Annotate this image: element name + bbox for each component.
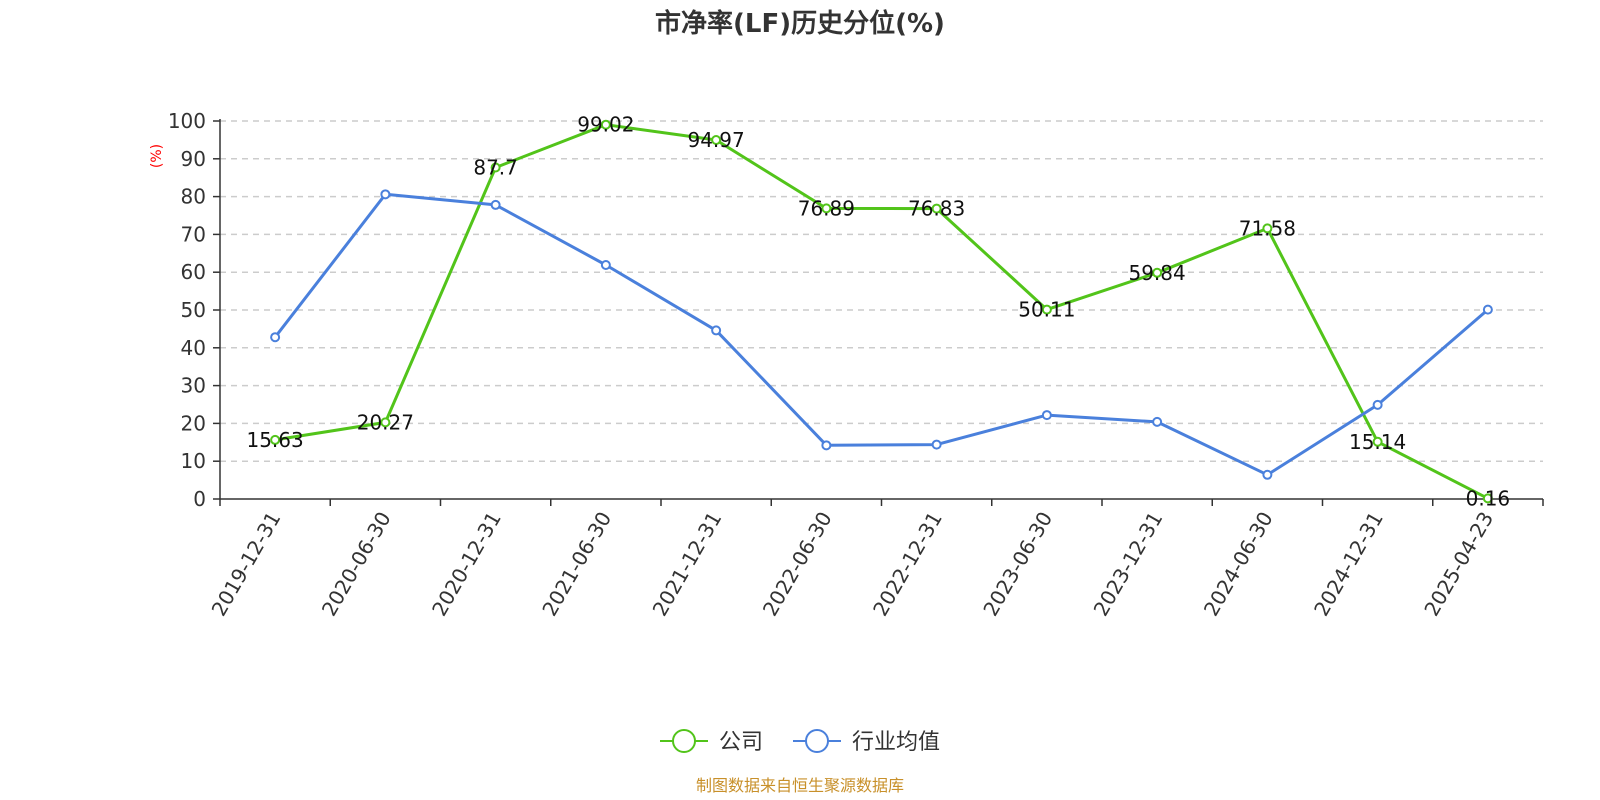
series-line-1 [273, 192, 1489, 477]
data-point [1372, 436, 1383, 447]
data-point [1041, 410, 1052, 421]
data-source-note: 制图数据来自恒生聚源数据库 [696, 776, 904, 795]
legend-marker [672, 729, 696, 753]
data-point [711, 325, 722, 336]
x-tick-label: 2023-06-30 [978, 508, 1057, 621]
data-point [600, 260, 611, 271]
y-tick-label: 40 [181, 336, 206, 360]
y-tick-label: 100 [168, 109, 206, 133]
data-point [1262, 223, 1273, 234]
data-label: 15.63 [246, 428, 303, 452]
series-line-0 [274, 123, 1489, 500]
data-label: 71.58 [1239, 216, 1296, 240]
x-tick-label: 2024-12-31 [1309, 508, 1388, 621]
data-point [711, 135, 722, 146]
data-label: 76.83 [908, 197, 965, 221]
legend-label: 公司 [719, 730, 763, 755]
series-lines [270, 119, 1493, 504]
data-point [821, 440, 832, 451]
data-point [380, 189, 391, 200]
chart-title: 市净率(LF)历史分位(%) [655, 8, 945, 39]
data-point [600, 119, 611, 130]
data-label: 50.11 [1018, 298, 1075, 322]
data-label: 87.7 [473, 155, 518, 179]
data-point [821, 203, 832, 214]
data-label: 20.27 [357, 410, 414, 434]
data-label: 15.14 [1349, 430, 1406, 454]
x-tick-label: 2021-06-30 [537, 508, 616, 621]
x-tick-label: 2025-04-23 [1419, 508, 1498, 621]
data-point [931, 439, 942, 450]
y-tick-label: 70 [181, 222, 206, 246]
data-point [490, 199, 501, 210]
x-tick-label: 2023-12-31 [1089, 508, 1168, 621]
data-point [490, 162, 501, 173]
y-tick-label: 90 [181, 147, 206, 171]
x-tick-label: 2022-06-30 [758, 508, 837, 621]
data-label: 0.16 [1466, 486, 1511, 510]
x-tick-label: 2021-12-31 [648, 508, 727, 621]
data-point [270, 434, 281, 445]
y-tick-label: 60 [181, 260, 206, 284]
legend-marker [805, 729, 829, 753]
y-tick-label: 10 [181, 449, 206, 473]
grid-lines [220, 120, 1543, 462]
data-label: 99.02 [577, 113, 634, 137]
data-point [1041, 304, 1052, 315]
data-label: 76.89 [798, 196, 855, 220]
data-point [270, 332, 281, 343]
data-point [1482, 493, 1493, 504]
data-label: 59.84 [1128, 261, 1185, 285]
y-tick-label: 0 [193, 487, 206, 511]
x-tick-label: 2020-12-31 [427, 508, 506, 621]
legend-label: 行业均值 [852, 730, 940, 755]
data-point [1152, 267, 1163, 278]
y-tick-label: 80 [181, 185, 206, 209]
x-tick-label: 2022-12-31 [868, 508, 947, 621]
y-tick-label: 20 [181, 411, 206, 435]
data-point [1372, 399, 1383, 410]
data-point [1482, 304, 1493, 315]
y-axis-unit: (%) [149, 144, 165, 168]
data-point [931, 203, 942, 214]
legend[interactable]: 公司 行业均值 [660, 729, 940, 755]
data-point [1152, 416, 1163, 427]
x-tick-label: 2019-12-31 [207, 508, 286, 621]
data-label: 94.97 [687, 128, 744, 152]
data-labels: 15.63 20.27 87.7 99.02 94.97 76.89 76.83 50.11 5… [246, 113, 1510, 511]
y-tick-label: 50 [181, 298, 206, 322]
y-tick-label: 30 [181, 374, 206, 398]
data-point [1262, 469, 1273, 480]
x-tick-label: 2020-06-30 [317, 508, 396, 621]
x-tick-label: 2024-06-30 [1199, 508, 1278, 621]
data-point [380, 417, 391, 428]
